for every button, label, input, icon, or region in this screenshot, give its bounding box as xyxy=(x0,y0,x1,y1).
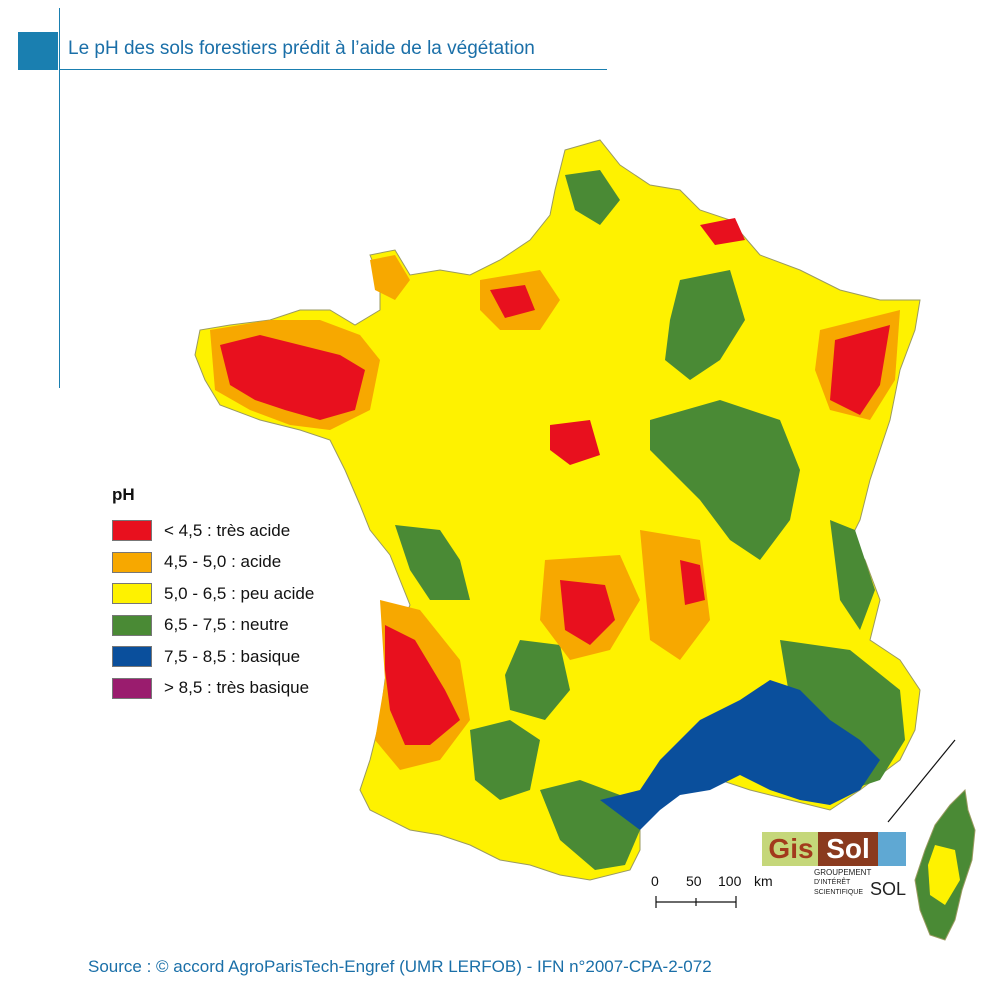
legend-label: 6,5 - 7,5 : neutre xyxy=(164,615,289,635)
legend-label: > 8,5 : très basique xyxy=(164,678,310,698)
scale-bar: 0 50 100 km xyxy=(651,873,773,908)
logo-line-4: SOL xyxy=(870,879,907,899)
corsica-peu-acide xyxy=(928,845,960,905)
legend-title: pH xyxy=(112,485,135,504)
legend-item-very-basic: > 8,5 : très basique xyxy=(112,673,314,705)
legend-item-basic: 7,5 - 8,5 : basique xyxy=(112,641,314,673)
legend-item-very-acid: < 4,5 : très acide xyxy=(112,515,314,547)
page-title: Le pH des sols forestiers prédit à l’aid… xyxy=(68,38,535,59)
basic-ph-zone xyxy=(600,680,880,830)
corsica-inset-divider xyxy=(887,739,956,823)
very-acid-ph-zones xyxy=(220,218,890,745)
logo-sol-text: Sol xyxy=(818,832,878,866)
legend-label: < 4,5 : très acide xyxy=(164,520,291,540)
scale-label-0: 0 xyxy=(651,873,659,889)
source-credit: Source : © accord AgroParisTech-Engref (… xyxy=(88,957,712,976)
header-horizontal-rule xyxy=(59,69,607,70)
logo-line-1: GROUPEMENT xyxy=(814,868,872,877)
neutral-ph-zones xyxy=(395,170,905,870)
header-vertical-rule xyxy=(59,8,60,388)
legend-item-neutral: 6,5 - 7,5 : neutre xyxy=(112,610,314,642)
legend-label: 4,5 - 5,0 : acide xyxy=(164,552,282,572)
legend-swatch xyxy=(112,520,152,542)
scale-label-100: 100 xyxy=(718,873,742,889)
scale-label-50: 50 xyxy=(686,873,702,889)
header-accent-block xyxy=(18,32,58,70)
ph-legend: pH < 4,5 : très acide 4,5 - 5,0 : acide … xyxy=(112,485,314,704)
legend-item-acid: 4,5 - 5,0 : acide xyxy=(112,547,314,579)
logo-color-bar xyxy=(878,832,906,866)
legend-label: 5,0 - 6,5 : peu acide xyxy=(164,583,315,603)
scale-unit: km xyxy=(754,873,773,889)
gissol-logo: Gis Sol GROUPEMENT D'INTÉRÊT SCIENTIFIQU… xyxy=(762,832,912,912)
legend-swatch xyxy=(112,614,152,636)
legend-swatch xyxy=(112,551,152,573)
logo-line-2: D'INTÉRÊT xyxy=(814,879,851,886)
legend-swatch xyxy=(112,646,152,668)
legend-swatch xyxy=(112,677,152,699)
logo-line-3: SCIENTIFIQUE xyxy=(814,889,864,896)
legend-swatch xyxy=(112,583,152,605)
legend-label: 7,5 - 8,5 : basique xyxy=(164,646,301,666)
legend-item-slightly-acid: 5,0 - 6,5 : peu acide xyxy=(112,578,314,610)
logo-gis-text: Gis xyxy=(762,832,820,866)
